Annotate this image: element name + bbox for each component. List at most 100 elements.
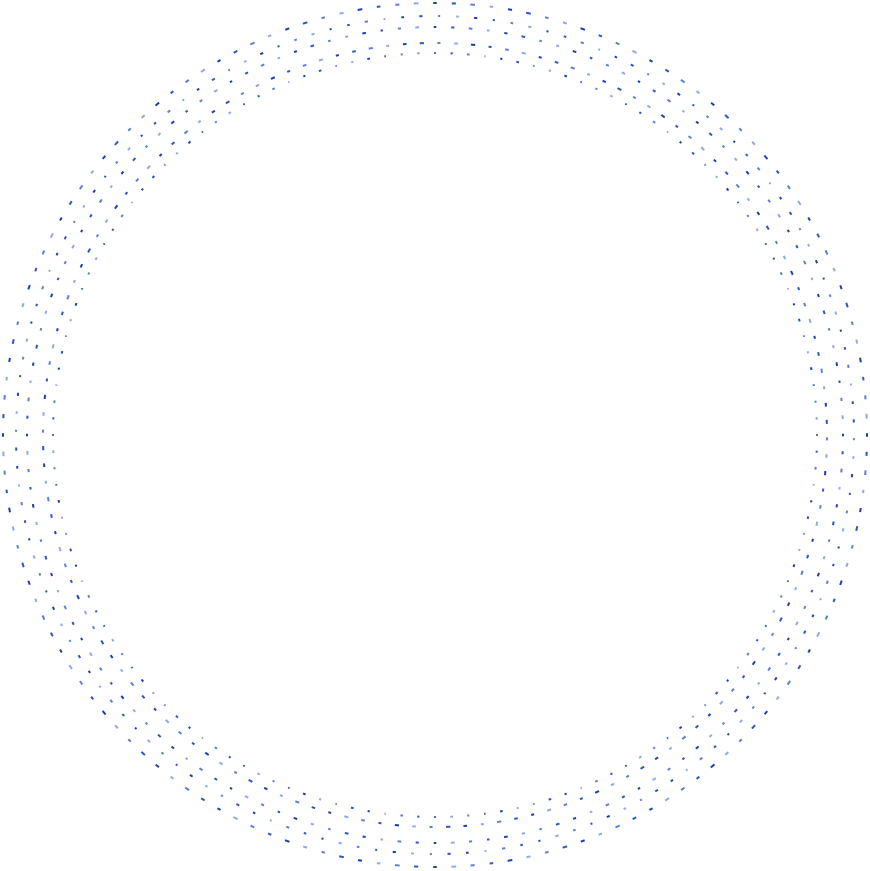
ring-label-mark [527, 25, 532, 29]
ring-label-mark [816, 631, 821, 638]
ring-label-mark [555, 44, 560, 48]
ring-label-mark [488, 45, 492, 49]
ring-label-mark [815, 450, 818, 453]
ring-label-mark [848, 492, 851, 495]
ring-label-mark [480, 822, 484, 826]
ring-label-mark [546, 808, 552, 812]
ring-label-mark [850, 321, 854, 326]
ring-label-mark [828, 294, 832, 298]
ring-label-mark [792, 303, 796, 306]
ring-label-mark [419, 42, 424, 45]
ring-label-mark [29, 486, 32, 490]
ring-label-mark [708, 132, 713, 137]
ring-label-mark [859, 507, 862, 513]
ring-label-mark [822, 310, 826, 315]
ring-label-mark [151, 691, 155, 695]
ring-label-mark [109, 185, 113, 189]
ring-label-mark [21, 302, 25, 308]
ring-label-mark [806, 351, 810, 354]
ring-label-mark [450, 52, 453, 55]
ring-label-mark [158, 153, 163, 157]
ring-label-mark [26, 415, 29, 419]
ring-label-mark [774, 240, 779, 245]
ring-label-mark [813, 335, 816, 340]
ring-label-mark [130, 201, 134, 204]
ring-label-mark [797, 318, 801, 322]
ring-label-mark [140, 678, 145, 683]
ring-label-mark [383, 17, 386, 21]
ring-label-mark [87, 248, 91, 253]
ring-label-mark [827, 327, 831, 331]
ring-label-mark [606, 814, 611, 819]
ring-label-mark [812, 483, 815, 486]
ring-label-mark [820, 368, 824, 374]
ring-label-mark [99, 667, 103, 671]
ring-label-mark [782, 255, 787, 260]
ring-label-mark [810, 589, 814, 593]
ring-label-mark [562, 21, 568, 25]
ring-label-mark [43, 394, 47, 400]
ring-label-mark [699, 756, 703, 761]
ring-label-mark [772, 609, 776, 614]
ring-label-mark [652, 746, 656, 750]
ring-label-mark [757, 185, 761, 189]
ring-label-mark [602, 79, 607, 84]
ring-label-mark [419, 15, 423, 18]
ring-label-mark [272, 779, 275, 783]
ring-label-mark [648, 59, 654, 63]
ring-label-mark [303, 831, 307, 835]
ring-label-mark [287, 80, 290, 84]
ring-label-mark [216, 807, 222, 811]
ring-label-mark [5, 376, 8, 381]
ring-label-mark [784, 662, 788, 666]
ring-label-mark [69, 318, 72, 322]
ring-label-mark [714, 691, 719, 695]
ring-label-mark [500, 57, 503, 60]
ring-label-mark [788, 211, 793, 216]
ring-label-mark [526, 855, 531, 859]
ring-label-mark [256, 772, 261, 776]
ring-label-mark [23, 520, 27, 524]
ring-label-mark [733, 708, 738, 713]
ring-label-mark [74, 302, 78, 306]
ring-label-mark [501, 847, 506, 850]
ring-label-mark [708, 734, 713, 738]
ring-label-mark [798, 227, 802, 231]
ring-label-mark [775, 695, 780, 700]
ring-label-mark [82, 204, 86, 208]
ring-label-mark [483, 812, 486, 815]
ring-label-mark [838, 380, 841, 384]
ring-label-mark [433, 2, 437, 4]
ring-label-mark [724, 751, 730, 756]
ring-label-mark [703, 703, 707, 707]
ring-label-mark [763, 710, 769, 715]
ring-label-mark [356, 845, 360, 849]
ring-label-mark [832, 344, 835, 349]
ring-label-mark [580, 839, 586, 843]
ring-label-mark [51, 344, 55, 349]
ring-label-mark [468, 840, 473, 843]
ring-label-mark [146, 739, 151, 743]
ring-label-mark [865, 413, 868, 419]
ring-label-mark [811, 614, 815, 618]
ring-label-mark [171, 141, 176, 146]
ring-label-mark [41, 250, 46, 255]
ring-label-mark [80, 229, 84, 233]
ring-label-mark [736, 201, 740, 204]
ring-label-mark [691, 715, 695, 719]
ring-label-mark [803, 260, 807, 265]
ring-label-mark [763, 154, 769, 160]
ring-label-mark [710, 101, 715, 107]
ring-label-mark [400, 814, 404, 817]
ring-label-mark [514, 817, 518, 820]
ring-label-mark [120, 695, 125, 700]
ring-label-mark [707, 713, 712, 717]
ring-label-mark [638, 755, 642, 759]
ring-label-mark [470, 864, 475, 867]
ring-label-mark [392, 850, 396, 854]
ring-label-mark [16, 392, 20, 396]
ring-label-mark [31, 362, 35, 366]
ring-label-mark [329, 27, 332, 31]
ring-label-mark [87, 594, 91, 599]
ring-label-mark [59, 216, 63, 222]
